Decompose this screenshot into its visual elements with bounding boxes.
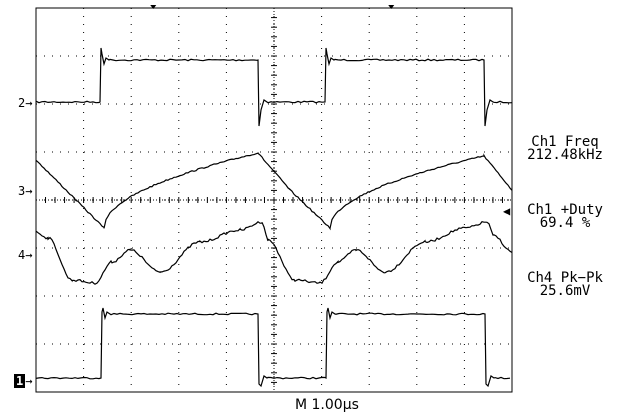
channel-4-marker: 4→ [18,248,33,262]
trace-channel-4 [35,221,513,285]
channel-1-marker: 1 → [14,374,33,388]
measurement-label: Ch4 Pk−Pk [527,270,603,286]
measurement-value: 69.4 % [539,215,591,231]
arrow-right-icon: → [25,184,33,198]
channel-3-marker: 3→ [18,184,33,198]
waveform-traces [35,47,513,388]
arrow-right-icon: → [25,374,33,388]
trigger-position-icon [388,5,395,9]
measurement-value: 25.6mV [539,283,591,299]
arrow-right-icon: → [25,248,33,262]
channel-2-marker: 2→ [18,96,33,110]
trace-channel-1 [35,307,511,388]
timebase-readout: M 1.00µs [295,397,359,413]
measurement-value: 212.48kHz [527,147,603,163]
arrow-right-icon: → [25,96,33,110]
graticule [35,5,513,393]
measurement-ch1-duty: Ch1 +Duty 69.4 % [515,202,615,231]
measurement-ch4-pkpk: Ch4 Pk−Pk 25.6mV [515,270,615,299]
trigger-level-pointer-icon: ◀ [503,204,511,218]
trace-channel-3 [35,152,513,231]
trace-channel-2 [35,47,513,127]
measurement-label: Ch1 +Duty [527,202,603,218]
measurement-label: Ch1 Freq [531,134,599,150]
measurement-ch1-freq: Ch1 Freq 212.48kHz [515,134,615,163]
trigger-position-icon [150,5,157,9]
